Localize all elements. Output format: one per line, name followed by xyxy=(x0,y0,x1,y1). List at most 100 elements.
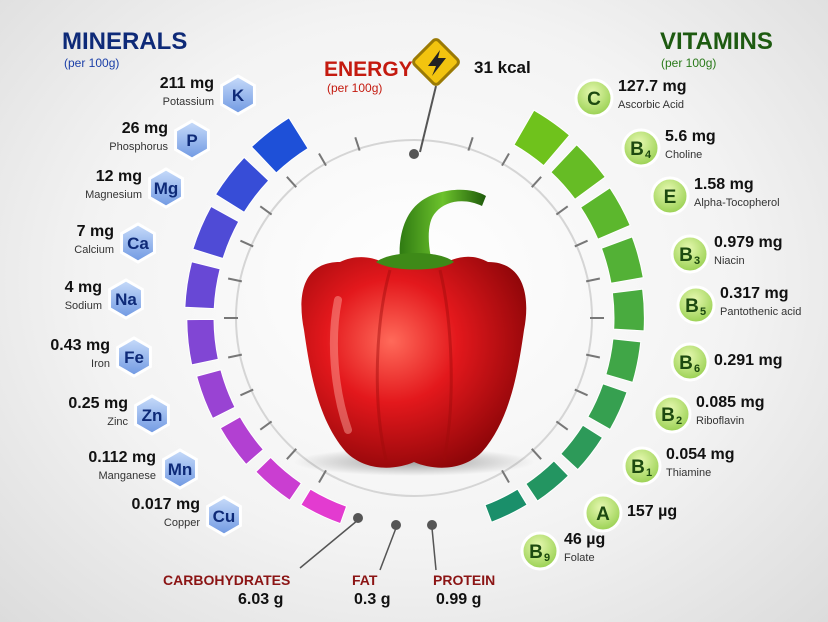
mineral-name: Phosphorus xyxy=(109,141,168,153)
vitamin-name: Pantothenic acid xyxy=(720,306,802,318)
mineral-symbol: Zn xyxy=(142,406,163,425)
mineral-bar xyxy=(192,205,240,260)
mineral-hexagon-icon: Na xyxy=(108,278,144,320)
mineral-symbol: Na xyxy=(115,290,137,309)
mineral-name: Sodium xyxy=(64,300,102,312)
energy-title: ENERGY xyxy=(324,58,413,81)
vitamin-amount: 5.6 mg xyxy=(665,128,716,145)
svg-text:C: C xyxy=(587,89,601,110)
mineral-symbol: P xyxy=(186,131,197,150)
svg-text:3: 3 xyxy=(694,255,700,267)
macro-value-fat: 0.3 g xyxy=(354,591,391,608)
macro-value-carbohydrates: 6.03 g xyxy=(238,591,284,608)
vitamin-bar xyxy=(550,144,606,201)
vitamin-bar xyxy=(579,187,631,240)
macro-name-fat: FAT xyxy=(352,572,378,588)
vitamin-bar xyxy=(560,424,604,471)
mineral-symbol: Mg xyxy=(154,179,179,198)
mineral-amount: 0.43 mg xyxy=(50,337,110,354)
mineral-amount: 12 mg xyxy=(95,168,142,185)
red-pepper-icon xyxy=(301,189,527,468)
mineral-hexagon-icon: Fe xyxy=(116,336,152,378)
mineral-amount: 0.112 mg xyxy=(88,449,156,466)
vitamin-circle-icon: A xyxy=(583,493,623,533)
svg-text:B: B xyxy=(679,245,693,266)
mineral-name: Copper xyxy=(163,517,200,529)
svg-text:B: B xyxy=(529,542,543,563)
vitamin-bar xyxy=(513,109,571,167)
vitamin-bar xyxy=(611,288,645,332)
vitamin-bar xyxy=(600,236,644,284)
mineral-symbol: Fe xyxy=(124,348,144,367)
mineral-name: Magnesium xyxy=(85,189,142,201)
vitamin-amount: 0.085 mg xyxy=(696,394,765,411)
mineral-amount: 4 mg xyxy=(64,279,102,296)
macro-value-protein: 0.99 g xyxy=(436,591,482,608)
mineral-bar xyxy=(250,117,309,174)
mineral-symbol: Cu xyxy=(213,507,236,526)
vitamins-title: VITAMINS xyxy=(660,28,773,55)
svg-text:6: 6 xyxy=(694,363,700,375)
mineral-bar xyxy=(196,369,236,420)
vitamin-bar xyxy=(605,338,642,383)
svg-text:2: 2 xyxy=(676,415,682,427)
vitamins-subtitle: (per 100g) xyxy=(661,56,717,70)
mineral-bars xyxy=(184,117,348,525)
mineral-symbol: K xyxy=(232,86,245,105)
vitamin-bar xyxy=(587,383,628,431)
mineral-amount: 7 mg xyxy=(76,223,114,240)
vitamin-amount: 0.317 mg xyxy=(720,285,789,302)
mineral-name: Calcium xyxy=(74,244,114,256)
mineral-name: Potassium xyxy=(162,96,214,108)
svg-text:9: 9 xyxy=(544,552,550,564)
mineral-amount: 0.017 mg xyxy=(131,496,200,513)
vitamin-name: Niacin xyxy=(714,255,745,267)
mineral-bar xyxy=(186,318,219,366)
vitamin-bar xyxy=(484,488,528,523)
mineral-bar xyxy=(300,488,348,525)
mineral-amount: 0.25 mg xyxy=(68,395,128,412)
svg-text:1: 1 xyxy=(646,467,652,479)
vitamin-circle-icon: C xyxy=(574,78,614,118)
energy-value: 31 kcal xyxy=(474,58,531,77)
mineral-hexagon-icon: Cu xyxy=(206,495,242,537)
vitamin-amount: 0.291 mg xyxy=(714,352,783,369)
mineral-name: Manganese xyxy=(98,470,157,482)
vitamin-name: Riboflavin xyxy=(696,415,745,427)
vitamin-name: Choline xyxy=(665,149,703,161)
vitamin-amount: 157 µg xyxy=(627,503,678,520)
vitamin-bars xyxy=(484,109,645,523)
mineral-amount: 211 mg xyxy=(159,75,214,92)
svg-text:B: B xyxy=(685,296,699,317)
svg-text:B: B xyxy=(630,139,644,160)
mineral-hexagon-icon: K xyxy=(220,74,256,116)
svg-text:5: 5 xyxy=(700,306,706,318)
mineral-name: Iron xyxy=(91,358,110,370)
svg-text:4: 4 xyxy=(645,149,652,161)
energy-subtitle: (per 100g) xyxy=(327,81,383,95)
mineral-bar xyxy=(255,456,302,501)
mineral-bar xyxy=(184,261,221,310)
svg-text:A: A xyxy=(596,504,610,525)
mineral-hexagon-icon: Mg xyxy=(148,167,184,209)
lightning-icon xyxy=(412,38,460,86)
mineral-hexagon-icon: Ca xyxy=(120,222,156,264)
minerals-subtitle: (per 100g) xyxy=(64,56,120,70)
mineral-hexagon-icon: P xyxy=(174,119,210,161)
mineral-symbol: Ca xyxy=(127,234,149,253)
vitamin-amount: 127.7 mg xyxy=(618,78,687,95)
outer-ring xyxy=(224,136,604,497)
vitamin-circle-icon: E xyxy=(650,176,690,216)
mineral-hexagon-icon: Zn xyxy=(134,394,170,436)
macro-name-carbohydrates: CARBOHYDRATES xyxy=(163,572,291,588)
vitamin-amount: 46 µg xyxy=(564,531,606,548)
vitamin-amount: 0.979 mg xyxy=(714,234,783,251)
macro-name-protein: PROTEIN xyxy=(433,572,496,588)
vitamin-name: Ascorbic Acid xyxy=(618,99,685,111)
minerals-title: MINERALS xyxy=(62,28,188,55)
